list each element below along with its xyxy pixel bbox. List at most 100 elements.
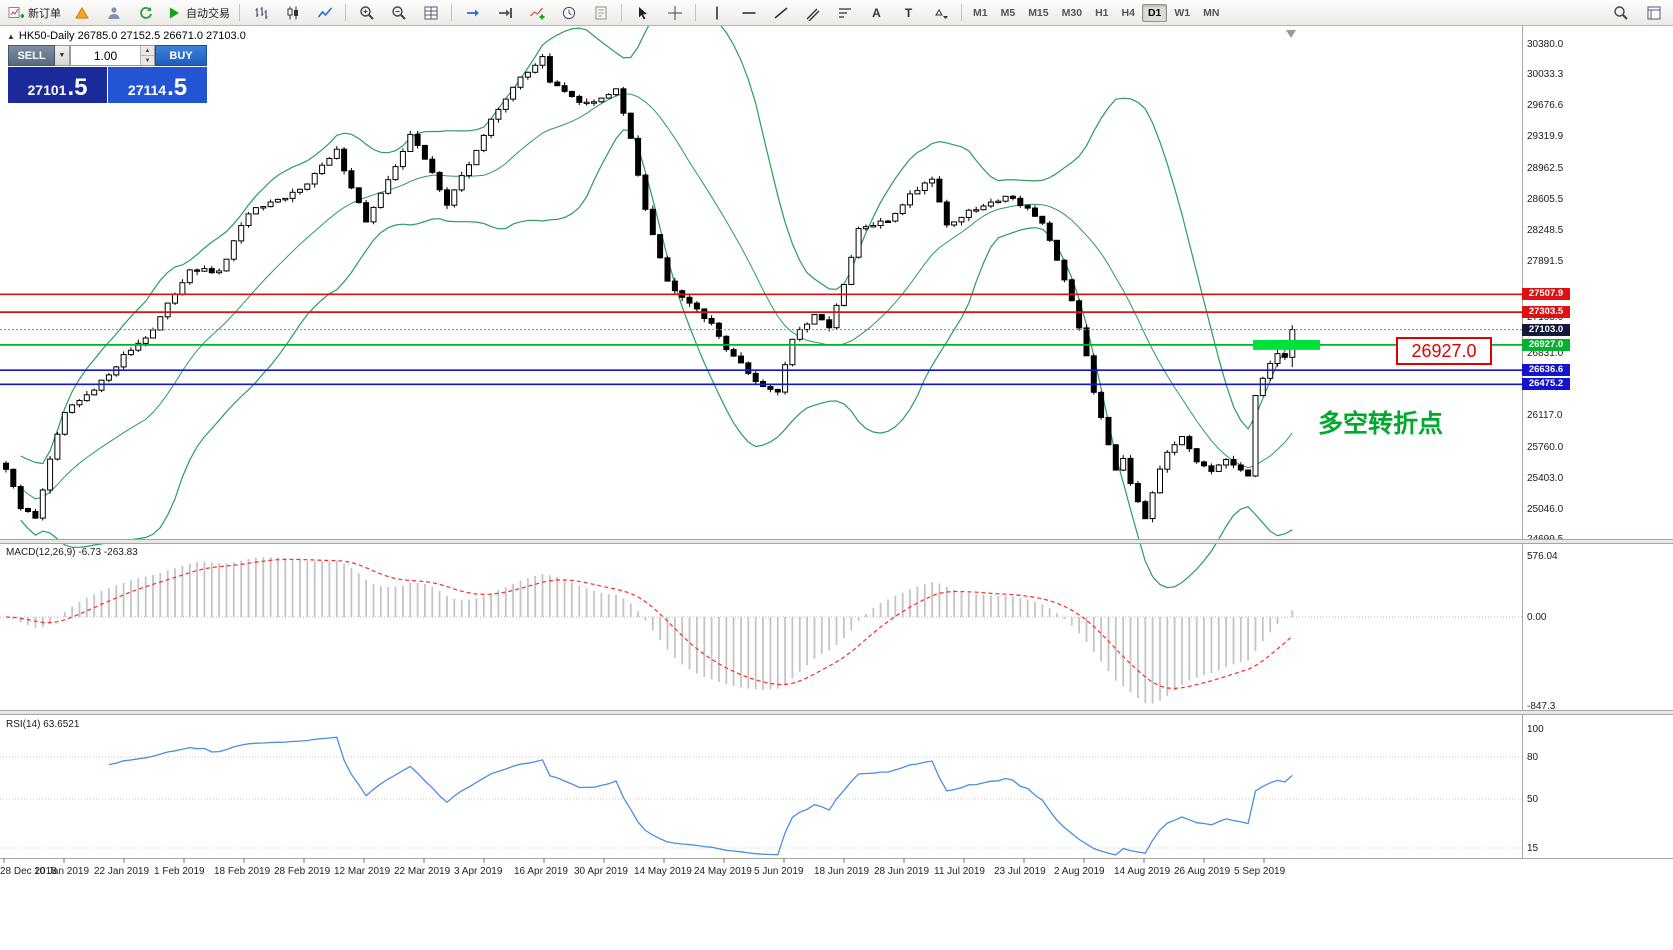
- trendline-icon: [773, 6, 788, 19]
- profile-icon: [108, 6, 119, 19]
- sell-button[interactable]: SELL: [8, 45, 55, 66]
- cursor-icon: [638, 6, 647, 19]
- text-tool-icon: A: [872, 5, 881, 20]
- shapes-dropdown-icon: [934, 8, 948, 19]
- volume-input[interactable]: 1.00 ▲ ▼: [70, 45, 155, 66]
- candlestick-mode-button[interactable]: [277, 1, 308, 24]
- order-type-dropdown[interactable]: ▼: [55, 45, 70, 66]
- new-order-icon: [8, 6, 24, 18]
- label-tool-button[interactable]: T: [893, 1, 924, 24]
- grid-icon: [424, 6, 437, 19]
- templates-icon: [595, 6, 606, 19]
- candlestick-icon: [287, 6, 298, 19]
- volume-stepper[interactable]: ▲ ▼: [140, 46, 154, 65]
- fibonacci-tool-button[interactable]: [829, 1, 860, 24]
- timeframe-button-m1[interactable]: M1: [973, 6, 988, 19]
- cursor-tool-button[interactable]: [627, 1, 658, 24]
- toolbar-right-group: [1605, 1, 1669, 24]
- label-tool-icon: T: [904, 5, 913, 20]
- fibonacci-icon: [838, 7, 851, 18]
- pivot-price-callout[interactable]: 26927.0: [1396, 337, 1492, 365]
- refresh-icon: [139, 6, 152, 19]
- search-button[interactable]: [1605, 1, 1636, 24]
- line-chart-mode-button[interactable]: [309, 1, 340, 24]
- toolbar-separator: [695, 4, 696, 21]
- toolbar-separator: [345, 4, 346, 21]
- sell-price-main: 27101: [27, 82, 67, 98]
- refresh-button[interactable]: [130, 1, 161, 24]
- text-tool-button[interactable]: A: [861, 1, 892, 24]
- buy-price-main: 27114: [127, 82, 167, 98]
- timeframe-button-m5[interactable]: M5: [1000, 6, 1016, 19]
- timeframe-group: M1 M5 M15 M30 H1 H4 D1 W1 MN: [967, 3, 1225, 22]
- main-toolbar: 新订单 自动交易: [0, 0, 1673, 26]
- trendline-tool-button[interactable]: [765, 1, 796, 24]
- auto-scroll-button[interactable]: [457, 1, 488, 24]
- auto-trading-button[interactable]: 自动交易: [162, 1, 234, 24]
- bar-chart-mode-button[interactable]: [245, 1, 276, 24]
- buy-price-frac: .5: [167, 74, 188, 101]
- indicators-button[interactable]: [521, 1, 552, 24]
- buy-price-box[interactable]: 27114.5: [108, 67, 207, 103]
- tile-windows-button[interactable]: [415, 1, 446, 24]
- macd-indicator-label: MACD(12,26,9) -6.73 -263.83: [6, 547, 138, 558]
- auto-trading-label: 自动交易: [186, 7, 230, 20]
- profiles-button[interactable]: [98, 1, 129, 24]
- sell-price-frac: .5: [67, 74, 88, 101]
- rsi-indicator-label: RSI(14) 63.6521: [6, 719, 80, 730]
- data-window-button[interactable]: [1638, 1, 1669, 24]
- market-icon: [74, 6, 89, 18]
- zoom-out-button[interactable]: [383, 1, 414, 24]
- trade-panel-collapse-arrow[interactable]: ▲: [7, 32, 15, 41]
- vertical-line-icon: [715, 6, 718, 19]
- templates-button[interactable]: [585, 1, 616, 24]
- toolbar-separator: [451, 4, 452, 21]
- toolbar-separator: [621, 4, 622, 21]
- chart-title: ▲ HK50-Daily 26785.0 27152.5 26671.0 2710…: [7, 30, 246, 42]
- timeframe-button-d1[interactable]: D1: [1141, 3, 1168, 22]
- stepper-up-icon[interactable]: ▲: [141, 46, 154, 56]
- horizontal-line-icon: [742, 11, 755, 14]
- periods-button[interactable]: [553, 1, 584, 24]
- toolbar-separator: [961, 4, 962, 21]
- buy-button[interactable]: BUY: [155, 45, 207, 66]
- zoom-in-icon: [359, 5, 374, 20]
- new-order-button[interactable]: 新订单: [4, 1, 65, 24]
- auto-trading-play-icon: [170, 7, 179, 18]
- toolbar-separator: [239, 4, 240, 21]
- channel-tool-button[interactable]: [797, 1, 828, 24]
- volume-value: 1.00: [93, 48, 118, 63]
- line-chart-icon: [317, 6, 332, 17]
- chart-shift-icon: [498, 7, 512, 18]
- panel-separator-rsi[interactable]: [0, 710, 1673, 715]
- data-window-icon: [1647, 6, 1660, 19]
- horizontal-line-tool-button[interactable]: [733, 1, 764, 24]
- shapes-dropdown-button[interactable]: [925, 1, 956, 24]
- panel-separator-macd[interactable]: [0, 539, 1673, 544]
- stepper-down-icon[interactable]: ▼: [141, 56, 154, 65]
- timeframe-button-w1[interactable]: W1: [1174, 6, 1191, 19]
- timeframe-button-h1[interactable]: H1: [1095, 6, 1109, 19]
- timeframe-button-m30[interactable]: M30: [1061, 6, 1083, 19]
- indicators-icon: [529, 7, 544, 19]
- chart-shift-button[interactable]: [489, 1, 520, 24]
- search-icon: [1613, 5, 1628, 20]
- vertical-line-tool-button[interactable]: [701, 1, 732, 24]
- channel-icon: [806, 8, 819, 21]
- crosshair-icon: [667, 5, 682, 20]
- clock-icon: [562, 6, 575, 19]
- market-watch-button[interactable]: [66, 1, 97, 24]
- new-order-label: 新订单: [28, 7, 61, 20]
- crosshair-tool-button[interactable]: [659, 1, 690, 24]
- timeframe-button-m15[interactable]: M15: [1028, 6, 1049, 19]
- zoom-out-icon: [391, 5, 406, 20]
- one-click-trade-panel: SELL ▼ 1.00 ▲ ▼ BUY 27101.5 27114.5: [8, 45, 207, 103]
- zoom-in-button[interactable]: [351, 1, 382, 24]
- timeframe-button-h4[interactable]: H4: [1121, 6, 1135, 19]
- sell-price-box[interactable]: 27101.5: [8, 67, 107, 103]
- timeframe-button-mn[interactable]: MN: [1203, 6, 1220, 19]
- chevron-down-icon: ▼: [58, 52, 66, 59]
- turning-point-label[interactable]: 多空转折点: [1318, 410, 1444, 438]
